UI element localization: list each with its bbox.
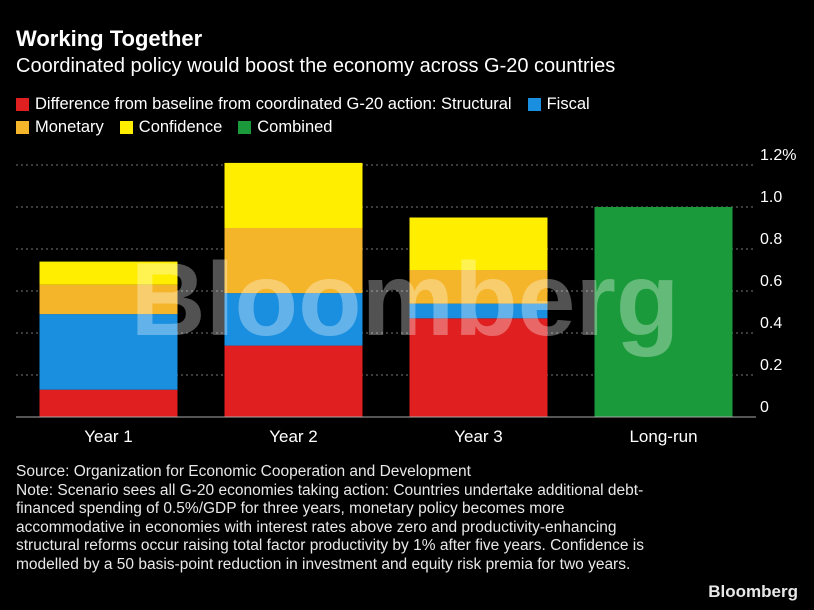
chart-title: Working Together xyxy=(16,26,203,51)
legend-row-1: Difference from baseline from coordinate… xyxy=(16,95,606,114)
x-tick-label: Long-run xyxy=(629,427,697,446)
legend-item-fiscal: Fiscal xyxy=(527,95,590,114)
bar-confidence-year-3 xyxy=(409,217,548,270)
legend-swatch-structural xyxy=(16,98,29,111)
legend-label-fiscal: Fiscal xyxy=(546,95,590,113)
legend-swatch-confidence xyxy=(119,121,133,134)
stacked-bar-chart: 0 0.2 0.4 0.6 0.8 1.0 1.2% Year 1 Year 2 Year 3 Lo… xyxy=(16,147,796,446)
bar-fiscal-year-2 xyxy=(224,293,363,346)
source-text: Source: Organization for Economic Cooper… xyxy=(16,463,471,480)
x-tick-label: Year 3 xyxy=(454,427,503,446)
y-tick-label: 1.0 xyxy=(760,189,782,206)
legend-label-confidence: Confidence xyxy=(138,118,223,136)
bloomberg-logo: Bloomberg xyxy=(708,582,798,601)
legend-item-confidence: Confidence xyxy=(119,118,223,137)
bar-confidence-year-1 xyxy=(39,261,178,285)
bar-structural-year-1 xyxy=(39,389,178,417)
bar-combined-long-run xyxy=(594,207,733,417)
chart-subtitle: Coordinated policy would boost the econo… xyxy=(16,55,616,77)
bar-fiscal-year-3 xyxy=(409,303,548,319)
footer-notes: Source: Organization for Economic Cooper… xyxy=(16,463,666,574)
bar-structural-year-3 xyxy=(409,318,548,417)
y-tick-label: 0.6 xyxy=(760,273,782,290)
x-tick-label: Year 1 xyxy=(84,427,133,446)
y-tick-label: 0 xyxy=(760,399,769,416)
legend-label-structural: Difference from baseline from coordinate… xyxy=(35,95,512,113)
legend-item-structural: Difference from baseline from coordinate… xyxy=(16,95,512,114)
legend-swatch-combined xyxy=(238,121,252,134)
bloomberg-watermark: Bloomberg xyxy=(131,242,680,358)
bar-structural-year-2 xyxy=(224,345,363,417)
x-tick-label: Year 2 xyxy=(269,427,318,446)
y-tick-label: 0.8 xyxy=(760,231,782,248)
legend-row-2: Monetary Confidence Combined xyxy=(16,118,348,137)
y-tick-label: 1.2% xyxy=(760,147,796,164)
legend-item-combined: Combined xyxy=(238,118,332,137)
legend-swatch-fiscal xyxy=(527,98,541,111)
legend-item-monetary: Monetary xyxy=(16,118,104,137)
legend-swatch-monetary xyxy=(16,121,29,134)
bar-monetary-year-1 xyxy=(39,284,178,315)
y-tick-label: 0.4 xyxy=(760,315,782,332)
bar-confidence-year-2 xyxy=(224,162,363,228)
legend-label-monetary: Monetary xyxy=(35,118,104,136)
bar-monetary-year-2 xyxy=(224,228,363,294)
legend-label-combined: Combined xyxy=(257,118,333,136)
bar-monetary-year-3 xyxy=(409,270,548,304)
note-text: Note: Scenario sees all G-20 economies t… xyxy=(16,481,644,573)
y-tick-label: 0.2 xyxy=(760,357,782,374)
bar-fiscal-year-1 xyxy=(39,314,178,390)
